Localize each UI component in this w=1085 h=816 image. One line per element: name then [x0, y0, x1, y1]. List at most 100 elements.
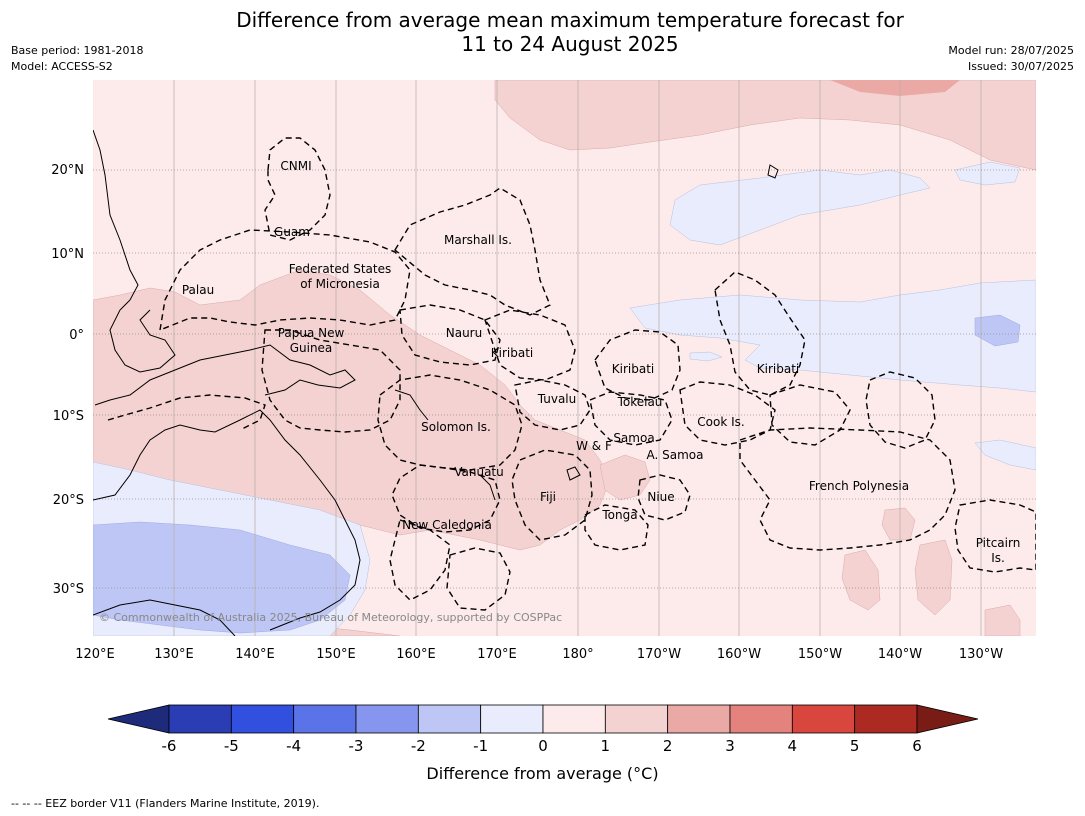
- eez-fiji: [511, 449, 593, 541]
- title-line-1: Difference from average mean maximum tem…: [236, 8, 904, 32]
- colorbar-tick-label: -4: [286, 737, 301, 755]
- label-marshall: Marshall Is.: [444, 233, 512, 247]
- lon-tick: 130°E: [154, 647, 194, 662]
- eez-nauru: [399, 304, 501, 366]
- label-french-polynesia: French Polynesia: [809, 479, 909, 493]
- eez-png: [261, 329, 401, 433]
- eez-kiribati-e: [714, 271, 806, 396]
- colorbar-extend-max: [916, 704, 979, 734]
- lon-tick: 140°W: [878, 647, 922, 662]
- eez-tonga: [584, 504, 649, 551]
- anomaly-fill-2-3-north: [830, 80, 960, 96]
- anomaly-fill-neg1-0-ne: [954, 161, 1021, 186]
- anomaly-fill-neg2-neg1-east: [974, 314, 1021, 347]
- meta-right: Model run: 28/07/2025 Issued: 30/07/2025: [948, 43, 1074, 75]
- colorbar-bin: [791, 704, 856, 734]
- colorbar-bin: [729, 704, 793, 734]
- model-name: Model: ACCESS-S2: [11, 60, 113, 73]
- lat-tick: 10°N: [51, 247, 84, 262]
- label-pitcairn-1: Pitcairn: [976, 536, 1021, 550]
- eez-borders: [107, 137, 1036, 611]
- copyright-notice: © Commonwealth of Australia 2025, Bureau…: [99, 611, 562, 624]
- colorbar-bin: [854, 704, 918, 734]
- anomaly-fill-neg1-0-small: [689, 351, 723, 362]
- label-cook: Cook Is.: [697, 415, 744, 429]
- colorbar-bin: [417, 704, 482, 734]
- colorbar-bin: [293, 704, 357, 734]
- label-palau: Palau: [182, 283, 214, 297]
- lat-tick: 20°S: [53, 493, 84, 508]
- colorbar-tick-label: 1: [601, 737, 611, 755]
- label-fsm-2: of Micronesia: [300, 277, 380, 291]
- eez-niue: [637, 474, 691, 521]
- coastlines: [93, 129, 779, 636]
- colorbar-tick-label: 3: [725, 737, 735, 755]
- lat-tick: 0°: [69, 328, 84, 343]
- lat-tick: 20°N: [51, 163, 84, 178]
- anomaly-fill-1-2-south: [841, 549, 881, 611]
- colorbar-title: Difference from average (°C): [426, 764, 659, 783]
- colorbar-tick-label: 5: [850, 737, 860, 755]
- label-solomon: Solomon Is.: [421, 420, 491, 434]
- colorbar-bin: [667, 704, 731, 734]
- label-niue: Niue: [647, 490, 674, 504]
- eez-cnmi: [264, 137, 331, 241]
- colorbar-tick-label: -1: [473, 737, 488, 755]
- label-fsm-1: Federated States: [289, 262, 391, 276]
- eez-kiribati-c: [594, 329, 681, 401]
- anomaly-fill-1-2-north: [494, 80, 1036, 171]
- eez-fsm: [159, 229, 411, 332]
- map-area: CNMI Guam Marshall Is. Federated States …: [93, 80, 1036, 636]
- label-tokelau: Tokelau: [617, 395, 663, 409]
- eez-pitcairn: [954, 499, 1036, 573]
- base-period: Base period: 1981-2018: [11, 44, 144, 57]
- eez-french-polynesia: [739, 427, 956, 551]
- eez-footnote: -- -- -- EEZ border V11 (Flanders Marine…: [11, 797, 320, 810]
- colorbar-tick-label: 6: [912, 737, 922, 755]
- eez-norfolk: [446, 547, 511, 611]
- label-png-2: Guinea: [290, 341, 333, 355]
- lon-tick: 130°W: [959, 647, 1003, 662]
- parallels: [93, 169, 1036, 589]
- lon-tick: 150°E: [316, 647, 356, 662]
- lon-tick: 140°E: [235, 647, 275, 662]
- lon-tick: 170°E: [477, 647, 517, 662]
- eez-tokelau: [589, 391, 673, 446]
- colorbar-tick-label: -2: [411, 737, 426, 755]
- eez-kiribati-w: [484, 309, 576, 381]
- colorbar-tick-label: 4: [788, 737, 798, 755]
- label-new-caledonia: New Caledonia: [402, 518, 492, 532]
- lon-tick: 150°W: [798, 647, 842, 662]
- lon-tick: 160°W: [717, 647, 761, 662]
- label-kiribati-w: Kiribati: [491, 346, 533, 360]
- eez-solomon: [377, 374, 523, 471]
- eez-marshall: [394, 187, 551, 316]
- eez-tuvalu: [514, 379, 591, 431]
- label-tonga: Tonga: [601, 508, 637, 522]
- label-fiji: Fiji: [540, 490, 556, 504]
- label-tuvalu: Tuvalu: [537, 392, 577, 406]
- colorbar-tick-label: -5: [224, 737, 239, 755]
- title-line-2: 11 to 24 August 2025: [461, 32, 679, 56]
- eez-kiribati-line: [769, 384, 851, 446]
- colorbar-bins: [168, 704, 918, 734]
- lon-tick: 180°: [562, 647, 593, 662]
- anomaly-fill-1-2-se: [984, 604, 1021, 636]
- label-cnmi: CNMI: [280, 159, 311, 173]
- colorbar: -6 -5 -4 -3 -2 -1 0 1 2 3 4 5 6: [107, 704, 979, 755]
- colorbar-bin: [230, 704, 295, 734]
- label-kiribati-e: Kiribati: [757, 362, 799, 376]
- eez-vanuatu: [391, 464, 501, 533]
- longitude-ticks: 120°E 130°E 140°E 150°E 160°E 170°E 180°…: [75, 647, 1003, 662]
- lat-tick: 10°S: [53, 409, 84, 424]
- colorbar-bin: [355, 704, 419, 734]
- label-kiribati-c: Kiribati: [612, 362, 654, 376]
- colorbar-bin: [480, 704, 544, 734]
- eez-new-caledonia: [389, 519, 451, 601]
- anomaly-fill-neg1-0-equator: [629, 279, 1036, 393]
- place-labels: CNMI Guam Marshall Is. Federated States …: [182, 159, 1020, 565]
- colorbar-tick-label: 2: [663, 737, 673, 755]
- anomaly-fill-neg1-0-north: [669, 169, 931, 246]
- colorbar-extend-min: [107, 704, 170, 734]
